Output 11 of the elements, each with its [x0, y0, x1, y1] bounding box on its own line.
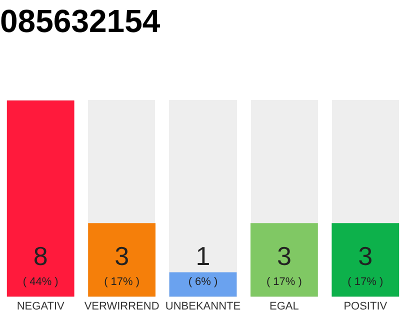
data-label: 3 ( 17% )	[348, 240, 384, 288]
x-tick-label: VERWIRREND	[84, 300, 160, 312]
x-tick-label: NEGATIV	[16, 300, 65, 312]
x-tick-label: UNBEKANNTE	[165, 300, 241, 312]
data-label: 1 ( 6% )	[188, 240, 218, 288]
data-label: 8 ( 44% )	[22, 240, 58, 288]
x-tick-label: POSITIV	[344, 300, 388, 312]
data-label: 3 ( 17% )	[104, 240, 140, 288]
data-label: 3 ( 17% )	[266, 240, 302, 288]
chart-title: 085632154	[0, 3, 160, 40]
x-tick-label: EGAL	[270, 300, 299, 312]
